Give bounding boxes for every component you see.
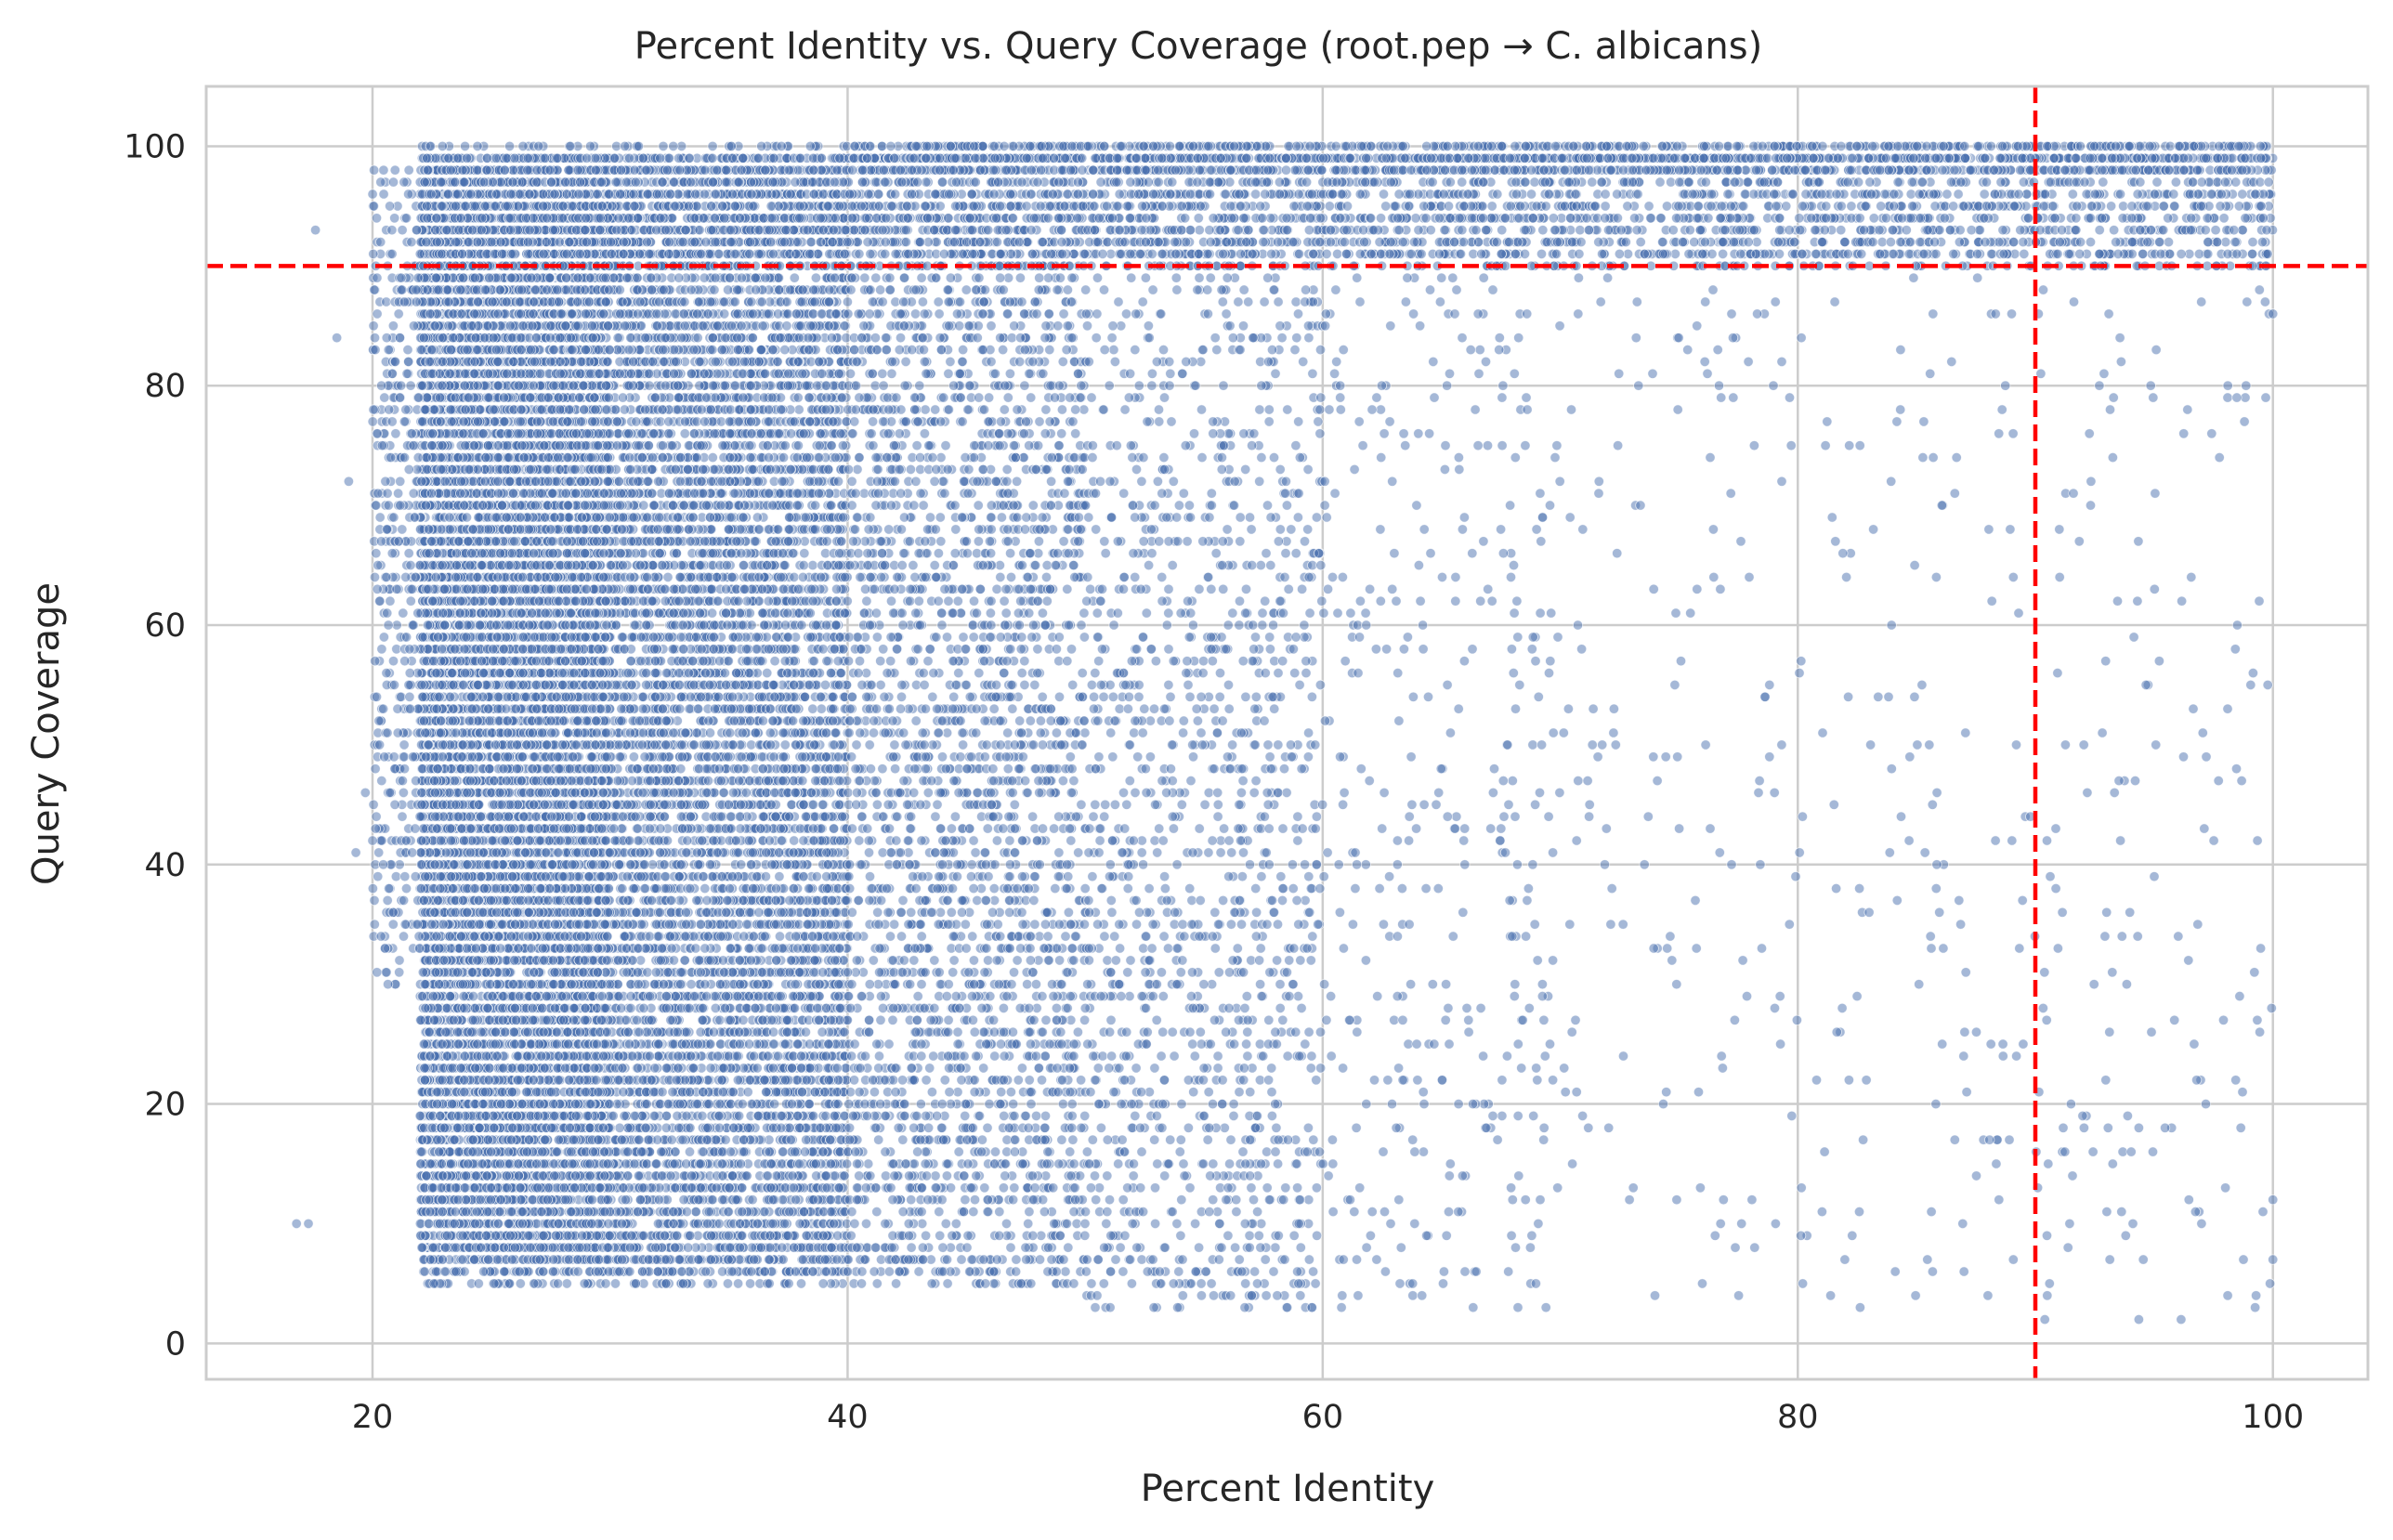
data-point xyxy=(822,657,831,666)
data-point xyxy=(743,1088,752,1097)
data-point xyxy=(741,788,751,797)
data-point xyxy=(778,1255,788,1264)
data-point xyxy=(504,1279,514,1288)
data-point xyxy=(733,1076,742,1085)
data-point xyxy=(808,560,817,569)
data-point xyxy=(752,513,762,522)
data-point xyxy=(757,752,766,762)
data-point xyxy=(745,1279,754,1288)
data-point xyxy=(752,1027,762,1037)
data-point xyxy=(610,1279,620,1288)
data-point xyxy=(653,1219,662,1228)
data-point xyxy=(516,1279,525,1288)
data-point xyxy=(794,405,804,414)
data-point xyxy=(700,883,710,893)
data-point xyxy=(843,297,852,307)
data-point xyxy=(669,956,678,965)
data-point xyxy=(696,1027,705,1037)
data-point xyxy=(821,1111,830,1120)
data-point xyxy=(638,692,647,701)
data-point xyxy=(733,1279,742,1288)
data-point xyxy=(833,657,843,666)
data-point xyxy=(790,836,799,845)
data-point xyxy=(715,980,725,989)
data-point xyxy=(715,1015,725,1024)
data-point xyxy=(629,752,638,762)
chart-title: Percent Identity vs. Query Coverage (roo… xyxy=(634,25,1762,68)
data-point xyxy=(812,1171,821,1181)
data-point xyxy=(680,429,689,438)
data-point xyxy=(710,285,719,294)
data-point xyxy=(698,1003,707,1012)
data-point xyxy=(685,1147,694,1156)
data-point xyxy=(708,333,717,343)
data-point xyxy=(827,333,836,343)
data-point xyxy=(838,441,847,450)
data-point xyxy=(680,956,689,965)
